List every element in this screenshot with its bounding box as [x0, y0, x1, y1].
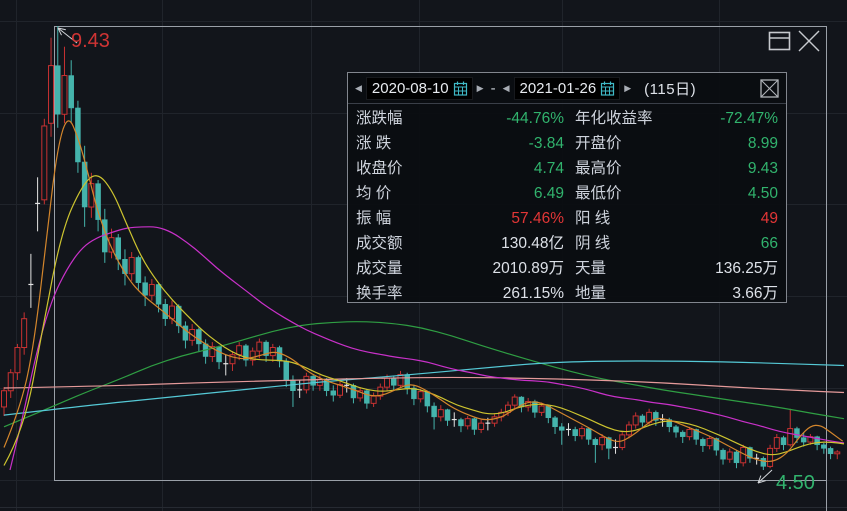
- price-annotations: 9.43 4.50: [57, 27, 815, 494]
- stat-label: 成交量: [356, 260, 403, 277]
- stat-label: 天量: [575, 260, 607, 277]
- stats-row: 成交额 130.48亿阴 线 66: [348, 231, 786, 256]
- stat-label: 均 价: [356, 185, 392, 202]
- low-price-label: 4.50: [776, 472, 815, 494]
- stat-label: 最高价: [575, 160, 622, 177]
- stats-row: 收盘价 4.74 最高价 9.43: [348, 156, 786, 181]
- panel-header: ◀ 2020-08-10 ▶ - ◀ 2021-01-26: [348, 73, 786, 104]
- window-controls: [768, 28, 826, 54]
- stat-value: 2010.89万: [492, 260, 564, 277]
- stat-label: 换手率: [356, 285, 403, 302]
- stat-label: 最低价: [575, 185, 622, 202]
- stat-value: 49: [760, 210, 778, 227]
- stat-label: 开盘价: [575, 135, 622, 152]
- stat-label: 收盘价: [356, 160, 403, 177]
- date-to-field[interactable]: 2021-01-26: [513, 76, 621, 100]
- calendar-icon[interactable]: [453, 81, 468, 96]
- candles: [1, 26, 841, 470]
- date-from-value: 2020-08-10: [371, 79, 449, 97]
- ma-green: [3, 321, 845, 428]
- stat-label: 年化收益率: [575, 110, 653, 127]
- stats-row: 成交量 2010.89万 天量 136.25万: [348, 256, 786, 281]
- stat-value: 4.50: [747, 185, 778, 202]
- date-to-value: 2021-01-26: [519, 79, 597, 97]
- stat-label: 涨 跌: [356, 135, 392, 152]
- date-to-next-arrow[interactable]: ▶: [624, 83, 632, 93]
- stats-row: 振 幅 57.46% 阳 线 49: [348, 206, 786, 231]
- stat-value: 261.15%: [502, 285, 564, 302]
- ma-orange: [3, 120, 844, 463]
- stat-value: 57.46%: [511, 210, 564, 227]
- stats-row: 换手率 261.15% 地量 3.66万: [348, 281, 786, 306]
- date-range-separator: -: [490, 79, 496, 97]
- stat-value: -3.84: [528, 135, 564, 152]
- stat-label: 地量: [575, 285, 607, 302]
- window-close-icon[interactable]: [797, 30, 821, 52]
- date-from-prev-arrow[interactable]: ◀: [355, 83, 362, 93]
- calendar-icon[interactable]: [600, 81, 615, 96]
- ma-pink: [3, 376, 845, 394]
- range-stats-panel: ◀ 2020-08-10 ▶ - ◀ 2021-01-26: [347, 72, 787, 303]
- stat-value: 136.25万: [715, 260, 778, 277]
- stat-value: 6.49: [533, 185, 564, 202]
- date-from-field[interactable]: 2020-08-10: [365, 76, 473, 100]
- stat-label: 阳 线: [575, 210, 611, 227]
- stat-value: 3.66万: [732, 285, 778, 302]
- stat-value: 66: [760, 235, 778, 252]
- selection-box: [54, 26, 827, 511]
- stat-label: 阴 线: [575, 235, 611, 252]
- stat-value: 4.74: [533, 160, 564, 177]
- stats-row: 均 价 6.49 最低价 4.50: [348, 181, 786, 206]
- stat-value: 9.43: [747, 160, 778, 177]
- range-duration: (115日): [644, 80, 697, 98]
- stats-row: 涨 跌 -3.84 开盘价 8.99: [348, 131, 786, 156]
- high-price-label: 9.43: [71, 30, 110, 52]
- stats-table: 涨跌幅 -44.76% 年化收益率 -72.47% 涨 跌 -3.84 开盘价 8.99 收盘价…: [348, 104, 786, 306]
- stats-row: 涨跌幅 -44.76% 年化收益率 -72.47%: [348, 106, 786, 131]
- stat-value: 8.99: [747, 135, 778, 152]
- ma-cyan: [3, 360, 845, 416]
- stat-value: -44.76%: [506, 110, 564, 127]
- stat-value: 130.48亿: [501, 235, 564, 252]
- stat-label: 成交额: [356, 235, 403, 252]
- date-from-next-arrow[interactable]: ▶: [476, 83, 484, 93]
- stat-label: 涨跌幅: [356, 110, 403, 127]
- ma-magenta: [9, 226, 845, 471]
- stat-label: 振 幅: [356, 210, 392, 227]
- window-maximize-icon[interactable]: [768, 30, 792, 52]
- panel-close-icon[interactable]: [760, 78, 779, 98]
- date-to-prev-arrow[interactable]: ◀: [502, 83, 510, 93]
- stat-value: -72.47%: [720, 110, 778, 127]
